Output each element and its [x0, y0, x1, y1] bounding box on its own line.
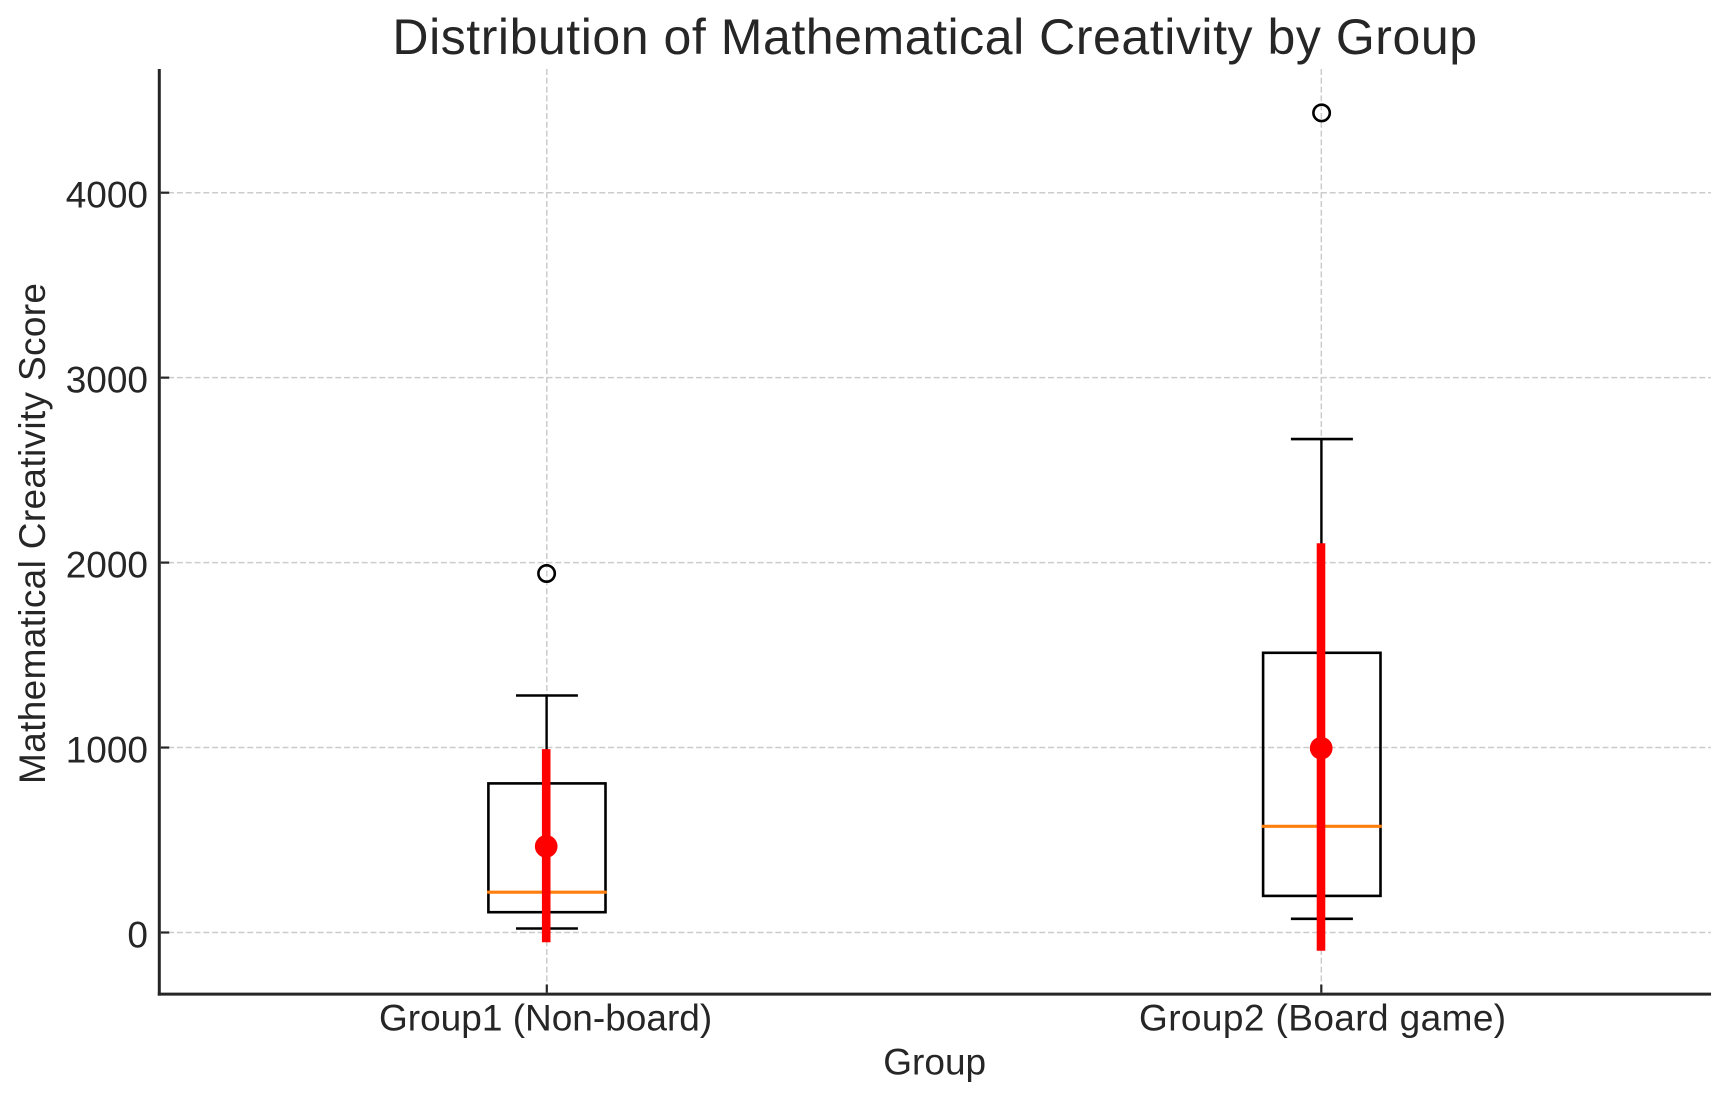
svg-text:4000: 4000 — [66, 175, 148, 216]
svg-text:3000: 3000 — [66, 360, 148, 401]
svg-text:Group1 (Non-board): Group1 (Non-board) — [379, 998, 712, 1039]
svg-text:Group: Group — [883, 1042, 986, 1083]
svg-text:Distribution of Mathematical C: Distribution of Mathematical Creativity … — [392, 9, 1477, 65]
svg-text:Group2 (Board game): Group2 (Board game) — [1139, 998, 1507, 1039]
svg-text:0: 0 — [127, 915, 148, 956]
svg-text:Mathematical Creativity Score: Mathematical Creativity Score — [12, 283, 53, 784]
svg-text:1000: 1000 — [66, 730, 148, 771]
svg-text:2000: 2000 — [66, 545, 148, 586]
